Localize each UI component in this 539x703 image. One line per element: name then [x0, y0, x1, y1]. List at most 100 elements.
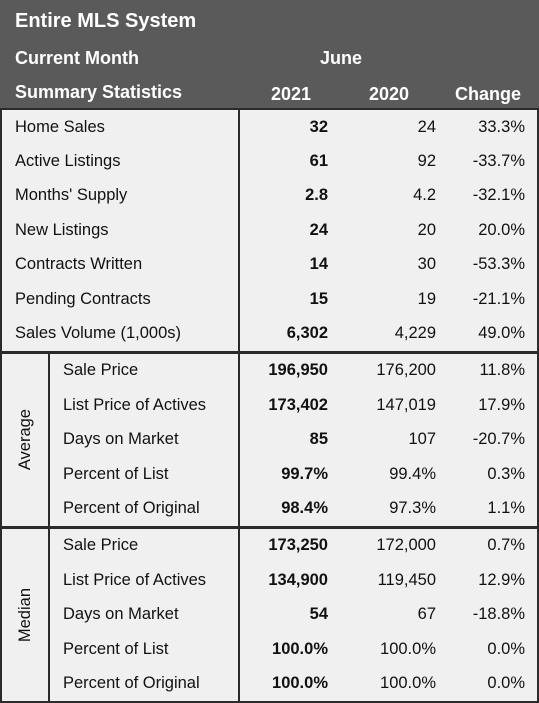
cell: 97.3%: [389, 498, 436, 517]
row-label: Sale Price: [63, 361, 139, 380]
cell: 107: [408, 430, 436, 449]
row-label: Sale Price: [63, 536, 139, 555]
cell: 4.2: [413, 186, 436, 205]
cell: 30: [417, 255, 436, 274]
table-body: Home Sales 32 24 33.3% Active Listings 61 92 -3…: [0, 108, 539, 703]
row: New Listings 24 20 20.0%: [2, 213, 537, 248]
group-label: Median: [15, 587, 34, 642]
values: 61 92 -33.7%: [238, 144, 537, 179]
cell: 14: [309, 255, 328, 274]
section: Average Sale Price 196,950 176,200 11.8% List…: [2, 350, 537, 526]
cell: 173,402: [268, 395, 328, 414]
cell: 15: [309, 289, 328, 308]
group-cell: Average: [2, 353, 50, 526]
cell: -32.1%: [472, 186, 525, 205]
cell: 100.0%: [272, 673, 328, 692]
header: Entire MLS System Current Month June Sum…: [0, 0, 539, 108]
group-label: Average: [15, 409, 34, 471]
row: Sales Volume (1,000s) 6,302 4,229 49.0%: [2, 316, 537, 351]
period-label: Current Month: [15, 48, 139, 68]
row: Days on Market 85 107 -20.7%: [50, 422, 537, 457]
row-label: List Price of Actives: [63, 570, 207, 589]
row-label: Sales Volume (1,000s): [15, 324, 182, 343]
row: Contracts Written 14 30 -53.3%: [2, 247, 537, 282]
cell: 12.9%: [478, 570, 525, 589]
cell: 1.1%: [487, 498, 525, 517]
cell: 61: [309, 152, 328, 171]
row-label: Active Listings: [15, 152, 121, 171]
values: 14 30 -53.3%: [238, 247, 537, 282]
row: Home Sales 32 24 33.3%: [2, 110, 537, 145]
values: 173,402 147,019 17.9%: [238, 388, 537, 423]
cell: -18.8%: [472, 605, 525, 624]
title: Entire MLS System: [15, 10, 197, 32]
row: Months' Supply 2.8 4.2 -32.1%: [2, 178, 537, 214]
cell: 54: [309, 605, 328, 624]
cell: 173,250: [268, 536, 328, 555]
cell: 49.0%: [478, 324, 525, 343]
cell: 100.0%: [380, 673, 436, 692]
rows: Sale Price 173,250 172,000 0.7% List Price o…: [50, 528, 537, 701]
cell: 196,950: [268, 361, 328, 380]
cell: 99.4%: [389, 464, 436, 483]
cell: 119,450: [377, 570, 436, 589]
row: Percent of Original 100.0% 100.0% 0.0%: [50, 666, 537, 701]
values: 85 107 -20.7%: [238, 422, 537, 457]
row-label: Pending Contracts: [15, 289, 151, 308]
cell: 67: [417, 605, 436, 624]
group-cell: Median: [2, 528, 50, 701]
row-label: New Listings: [15, 220, 109, 239]
cell: 20: [417, 220, 436, 239]
row-label: Home Sales: [15, 117, 105, 136]
row: Percent of List 100.0% 100.0% 0.0%: [50, 631, 537, 667]
cell: 2.8: [305, 186, 328, 205]
cell: 0.0%: [487, 639, 525, 658]
cell: -33.7%: [472, 152, 525, 171]
row-label: Percent of Original: [63, 673, 200, 692]
section: Median Sale Price 173,250 172,000 0.7% List P…: [2, 525, 537, 701]
cell: 32: [309, 117, 328, 136]
period: June: [320, 48, 363, 68]
cell: 24: [309, 220, 328, 239]
cell: -53.3%: [472, 255, 525, 274]
values: 100.0% 100.0% 0.0%: [238, 631, 537, 667]
cell: 176,200: [376, 361, 436, 380]
cell: 19: [417, 289, 436, 308]
values: 54 67 -18.8%: [238, 597, 537, 632]
cell: 4,229: [394, 324, 436, 343]
column-header: Change: [455, 84, 522, 104]
row-label: Days on Market: [63, 430, 179, 449]
row: List Price of Actives 173,402 147,019 17.9%: [50, 388, 537, 423]
cell: 0.0%: [487, 673, 525, 692]
cell: 17.9%: [478, 395, 525, 414]
row-label: Contracts Written: [15, 255, 143, 274]
cell: 0.7%: [487, 536, 525, 555]
values: 2.8 4.2 -32.1%: [238, 178, 537, 214]
cell: 92: [417, 152, 436, 171]
row-label: Percent of List: [63, 464, 169, 483]
cell: 100.0%: [380, 639, 436, 658]
section-label: Summary Statistics: [15, 82, 183, 102]
values: 134,900 119,450 12.9%: [238, 563, 537, 598]
cell: 24: [417, 117, 436, 136]
values: 24 20 20.0%: [238, 213, 537, 248]
cell: 100.0%: [272, 639, 328, 658]
column-header: 2020: [369, 84, 410, 104]
cell: 20.0%: [478, 220, 525, 239]
row-label: Percent of List: [63, 639, 169, 658]
values: 32 24 33.3%: [238, 110, 537, 145]
row: Active Listings 61 92 -33.7%: [2, 144, 537, 179]
values: 99.7% 99.4% 0.3%: [238, 456, 537, 492]
values: 15 19 -21.1%: [238, 281, 537, 317]
values: 100.0% 100.0% 0.0%: [238, 666, 537, 701]
row-label: Months' Supply: [15, 186, 128, 205]
row: Percent of Original 98.4% 97.3% 1.1%: [50, 491, 537, 526]
values: 173,250 172,000 0.7%: [238, 528, 537, 564]
cell: 99.7%: [281, 464, 328, 483]
cell: -20.7%: [472, 430, 525, 449]
row-label: Percent of Original: [63, 498, 200, 517]
row: Sale Price 196,950 176,200 11.8%: [50, 353, 537, 389]
cell: 11.8%: [479, 361, 525, 380]
section: Home Sales 32 24 33.3% Active Listings 61 92 -3…: [2, 110, 537, 351]
